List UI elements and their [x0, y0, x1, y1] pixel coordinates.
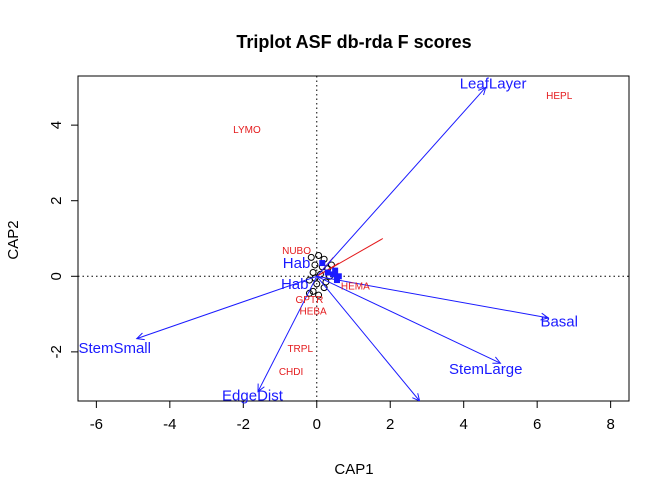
x-tick-label: 8 [606, 416, 614, 433]
plot-frame [77, 75, 630, 402]
environment-arrowhead [135, 332, 145, 341]
factor-label: Hab [281, 276, 309, 293]
environment-arrowhead [492, 356, 502, 364]
environment-arrow [316, 275, 421, 401]
environment-arrow [316, 275, 549, 319]
environment-arrow [316, 87, 487, 277]
x-tick-label: -4 [163, 416, 176, 433]
environment-label: StemLarge [449, 361, 522, 378]
environment-arrow [136, 275, 317, 340]
site-point [311, 261, 319, 269]
y-axis-title: CAP2 [5, 220, 22, 259]
site-point [315, 291, 323, 299]
species-label: HEPL [546, 91, 573, 102]
chart-title: Triplot ASF db-rda F scores [236, 32, 471, 52]
species-label: CHDI [279, 367, 303, 378]
y-tick-label: 2 [48, 197, 65, 205]
environment-arrowhead [478, 86, 487, 96]
species-label: HEMA [341, 282, 370, 293]
species-label: LYMO [233, 125, 261, 136]
environment-label: Basal [540, 314, 578, 331]
environment-label: EdgeDist [222, 387, 284, 404]
environment-arrowhead [540, 312, 550, 321]
environment-label: LeafLayer [460, 76, 527, 93]
axes-layer: -6 -4 -2 0 2 4 6 8 -2 0 2 4 [48, 75, 630, 433]
x-tick-label: 0 [313, 416, 321, 433]
environment-centroid [335, 273, 342, 280]
environment-centroid [333, 277, 340, 284]
environment-centroid [332, 267, 339, 274]
environment-label: StemSmall [78, 340, 151, 357]
x-axis-title: CAP1 [334, 461, 373, 478]
environment-arrow [316, 275, 501, 364]
x-tick-label: 4 [460, 416, 468, 433]
x-tick-label: -6 [90, 416, 103, 433]
species-label: GPTR [296, 295, 324, 306]
y-tick-label: 4 [48, 121, 65, 129]
y-tick-label: -2 [48, 345, 65, 358]
x-tick-label: 2 [386, 416, 394, 433]
site-point [307, 253, 315, 261]
site-point [309, 287, 317, 295]
x-tick-label: 6 [533, 416, 541, 433]
species-label: NUBO [282, 246, 311, 257]
environment-centroid [330, 271, 337, 278]
plot-area [135, 86, 550, 401]
x-tick-label: -2 [237, 416, 250, 433]
site-point [315, 252, 323, 260]
species-label: HEBA [299, 306, 327, 317]
factor-label: Hab [283, 255, 311, 272]
species-label: TRPL [287, 344, 313, 355]
site-point [309, 269, 317, 277]
environment-centroid [319, 260, 326, 267]
environment-arrow [257, 276, 318, 392]
y-tick-label: 0 [48, 272, 65, 280]
environment-arrowhead [257, 383, 265, 393]
environment-arrowhead [412, 393, 421, 401]
environment-centroid [324, 269, 331, 276]
